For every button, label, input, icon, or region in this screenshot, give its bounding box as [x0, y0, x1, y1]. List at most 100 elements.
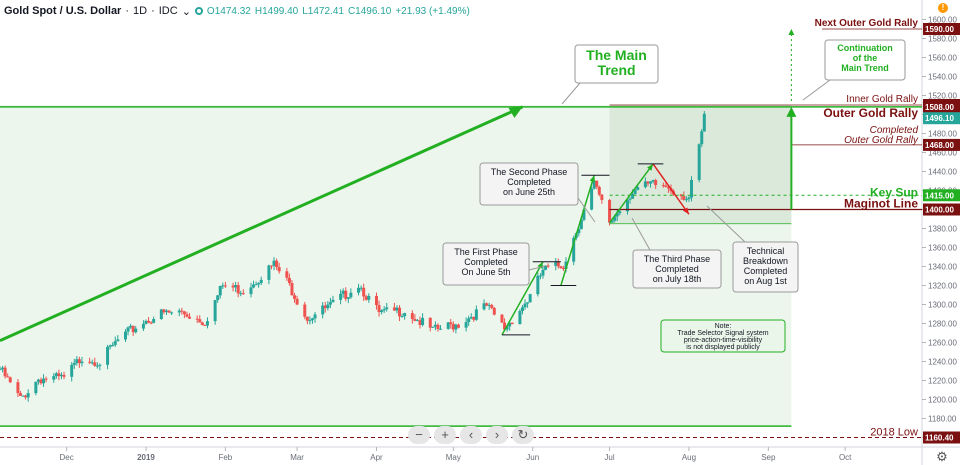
high-value: H1499.40 [254, 5, 299, 17]
symbol-label[interactable]: Gold Spot / U.S. Dollar [4, 5, 122, 17]
candle-body [625, 199, 629, 212]
candle-body [482, 303, 486, 310]
time-tick-label: Feb [218, 453, 232, 462]
settings-gear-icon[interactable]: ⚙ [936, 449, 948, 464]
scroll-right-button[interactable]: › [486, 426, 508, 444]
candle-body [6, 376, 10, 378]
reset-chart-button[interactable]: ↻ [512, 426, 534, 444]
candle-body [544, 265, 548, 270]
time-tick-label: Sep [761, 453, 776, 462]
candle-body [0, 369, 2, 371]
candle-body [95, 365, 99, 367]
breakdown-callout-text: Breakdown [743, 256, 788, 266]
completed-label-1: Completed [870, 125, 919, 136]
price-tag-next-outer-gold-rally-text: 1590.00 [925, 25, 954, 34]
scroll-left-button[interactable]: ‹ [460, 426, 482, 444]
candle-body [503, 322, 507, 330]
alert-icon[interactable]: ! [938, 3, 948, 13]
candle-body [523, 303, 527, 308]
candle-body [395, 307, 399, 311]
candle-body [428, 317, 432, 328]
candle-body [456, 324, 460, 328]
candle-body [216, 295, 220, 301]
candle-body [592, 180, 596, 189]
candle-body [98, 364, 102, 366]
continuation-pointer [802, 79, 831, 101]
continuation-arrowhead [786, 106, 797, 117]
third-phase-callout-text: on July 18th [653, 274, 702, 284]
candle-body [684, 199, 688, 201]
candle-body [582, 209, 586, 220]
breakdown-arrow-head [682, 207, 689, 215]
second-phase-pointer [577, 197, 596, 223]
candle-body [631, 193, 635, 199]
low-value: L1472.41 [302, 5, 344, 17]
continuation-callout [824, 39, 906, 81]
candle-body [392, 307, 396, 311]
candle-body [195, 318, 199, 320]
candle-body [467, 318, 471, 323]
candle-body [431, 326, 435, 328]
candle-body [52, 376, 56, 380]
candle-body [70, 364, 74, 377]
candle-body [321, 305, 325, 315]
time-tick-label: Oct [839, 453, 852, 462]
first-phase-callout-text: The First Phase [454, 247, 518, 257]
candle-body [546, 265, 550, 267]
candle-body [528, 294, 532, 303]
candle-body [106, 346, 110, 365]
candle-body [200, 322, 204, 325]
candle-body [54, 373, 58, 377]
price-tag-2018-low-text: 1160.40 [925, 434, 954, 443]
candle-body [331, 299, 335, 303]
price-tick-label: 1320.00 [928, 282, 957, 291]
price-tag-outer-gold-rally [923, 100, 960, 113]
candle-body [464, 322, 468, 328]
price-tick-label: 1600.00 [928, 16, 957, 25]
candle-body [433, 324, 437, 327]
candle-body [374, 295, 378, 306]
candle-body [287, 277, 291, 284]
candle-body [595, 180, 599, 187]
main-trend-callout-text: Trend [597, 62, 635, 78]
candlestick-series [0, 111, 706, 402]
price-tick-label: 1220.00 [928, 377, 957, 386]
chart-legend: Gold Spot / U.S. Dollar · 1D · IDC ⌄ O14… [4, 3, 470, 19]
time-tick-label: 2019 [137, 453, 155, 462]
candle-body [203, 324, 207, 326]
candle-body [559, 266, 563, 269]
candle-body [305, 316, 309, 321]
candle-body [436, 324, 440, 329]
candle-body [164, 310, 168, 313]
candle-body [303, 304, 307, 317]
candle-body [239, 293, 243, 295]
price-tag-outer-gold-rally-text: 1508.00 [925, 103, 954, 112]
price-tick-label: 1440.00 [928, 168, 957, 177]
outer-label: Outer Gold Rally [823, 106, 918, 120]
zoom-in-button[interactable]: + [434, 426, 456, 444]
candle-body [418, 320, 422, 326]
candle-body [293, 295, 297, 299]
candle-body [439, 328, 443, 330]
candle-body [295, 298, 299, 305]
candle-body [249, 287, 253, 295]
candle-body [59, 374, 63, 377]
candle-body [267, 265, 271, 280]
time-tick-label: Mar [290, 453, 304, 462]
breakdown-arrow [652, 163, 690, 215]
candle-body [131, 325, 135, 333]
candle-body [346, 297, 350, 299]
zoom-out-button[interactable]: − [408, 426, 430, 444]
chart-navigation-toolbar: − + ‹ › ↻ [408, 426, 534, 444]
candle-body [508, 322, 512, 327]
candle-body [643, 181, 647, 188]
candle-body [180, 310, 184, 312]
chevron-down-icon[interactable]: ⌄ [181, 5, 191, 18]
candle-body [421, 317, 425, 326]
candle-body [682, 196, 686, 200]
price-tick-label: 1580.00 [928, 35, 957, 44]
candle-body [328, 302, 332, 305]
next-rally-arrowhead [788, 29, 795, 35]
interval-label[interactable]: 1D [133, 5, 148, 17]
